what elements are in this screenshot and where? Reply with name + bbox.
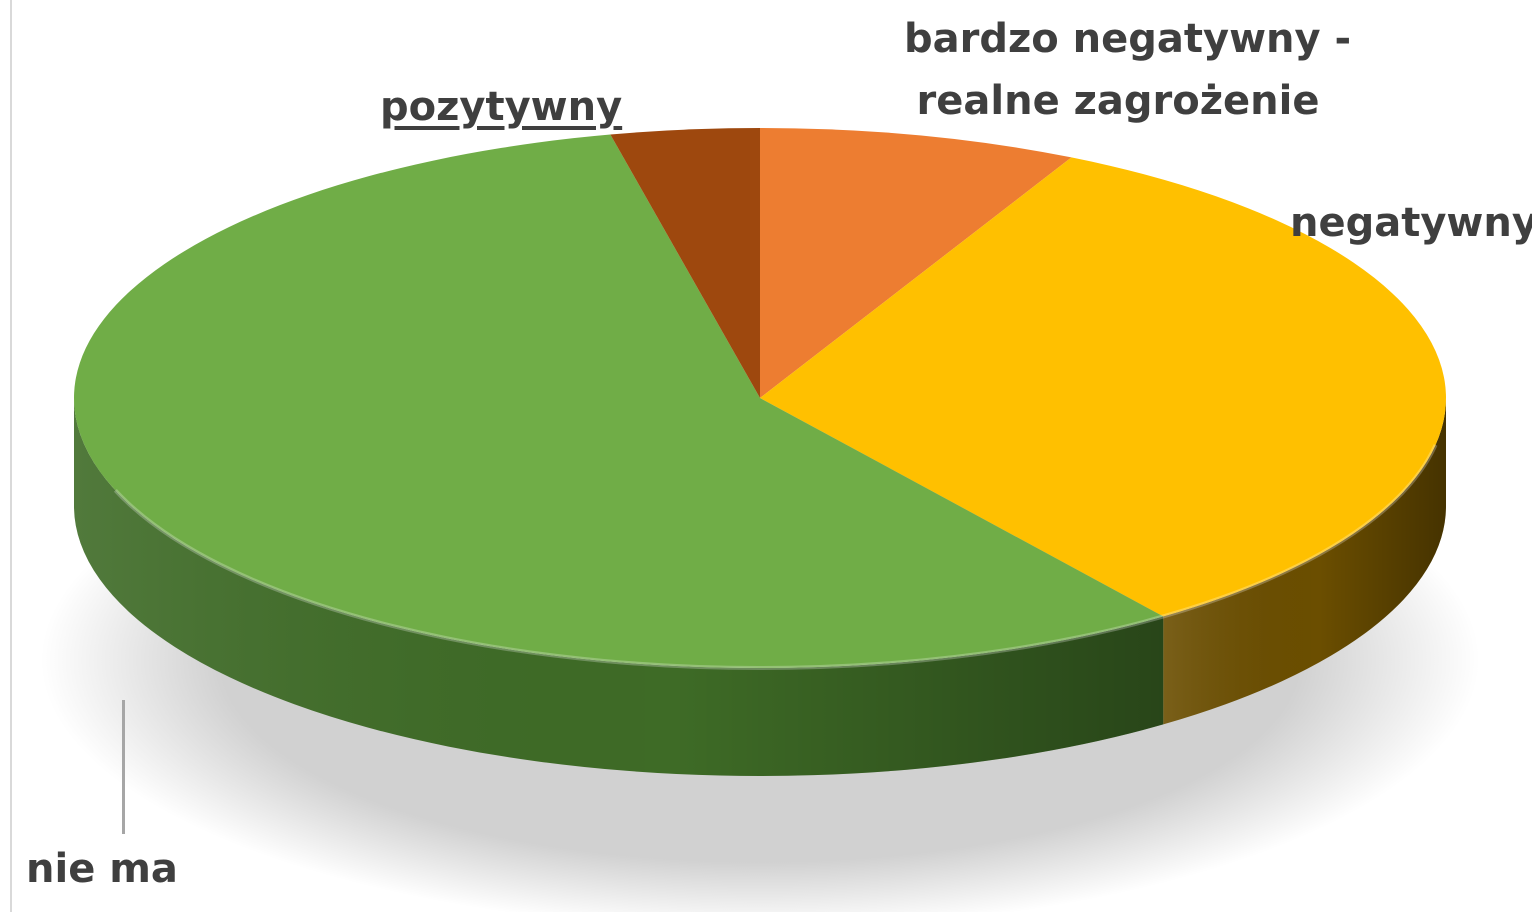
frame-line <box>10 0 12 912</box>
leader-line <box>122 700 125 834</box>
pie-tops <box>73 128 1446 670</box>
pie-slice-nie-ma <box>73 134 1164 669</box>
pie-slice-pozytywny <box>610 128 760 398</box>
pie-slice-negatywny <box>760 157 1446 617</box>
slice-label-line: realne zagrożenie <box>916 78 1320 124</box>
slice-label-negatywny: negatywny <box>1290 200 1532 246</box>
pie-slice-bardzo-negatywny <box>760 128 1072 398</box>
pie-rim-highlight <box>113 444 1438 670</box>
pie-sides <box>74 398 1446 776</box>
slice-label-nie-ma: nie ma <box>26 846 178 892</box>
pie-side-shade-nie-ma <box>74 398 1164 776</box>
pie-side-shade-negatywny <box>1163 398 1446 725</box>
slice-label-pozytywny: pozytywny <box>380 84 623 130</box>
slice-label-bardzo-negatywny: bardzo negatywny - realne zagrożenie <box>904 8 1352 132</box>
slice-label-line: bardzo negatywny - <box>904 16 1352 62</box>
